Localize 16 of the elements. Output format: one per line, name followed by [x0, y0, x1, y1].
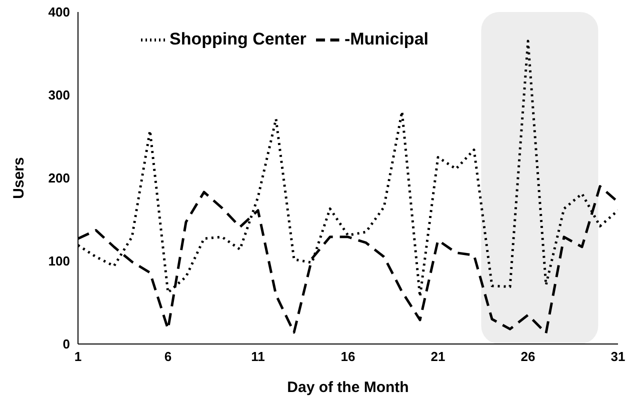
x-tick-label: 31 — [610, 349, 626, 364]
x-tick-label: 26 — [520, 349, 536, 364]
x-tick-label: 11 — [251, 349, 265, 364]
y-tick-label: 300 — [48, 88, 70, 103]
legend-label: -Municipal — [344, 29, 428, 48]
legend-label: Shopping Center — [169, 29, 306, 48]
y-axis-title: Users — [10, 157, 28, 199]
x-axis-title: Day of the Month — [287, 379, 409, 396]
x-tick-label: 1 — [74, 349, 82, 364]
x-tick-label: 21 — [430, 349, 446, 364]
y-tick-label: 200 — [48, 170, 70, 186]
x-tick-label: 6 — [164, 349, 172, 364]
x-tick-label: 16 — [340, 349, 356, 364]
y-tick-label: 0 — [62, 336, 70, 352]
y-tick-label: 400 — [48, 4, 70, 20]
y-tick-label: 100 — [48, 254, 70, 269]
